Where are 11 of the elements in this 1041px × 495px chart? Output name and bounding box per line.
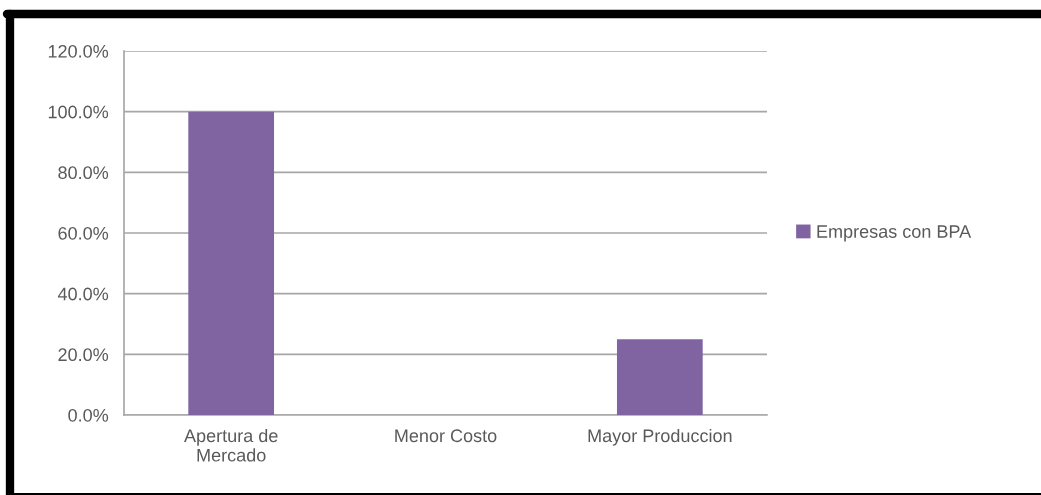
x-tick-label: Apertura de Mercado <box>184 428 278 462</box>
y-tick-label: 40.0% <box>57 287 109 301</box>
y-tick-label: 60.0% <box>58 226 109 240</box>
y-tick-label: 120.0% <box>48 44 109 58</box>
y-tick-label: 20.0% <box>58 348 109 362</box>
x-tick-label: Mayor Produccion <box>588 428 732 446</box>
y-tick-label: 80.0% <box>58 166 109 180</box>
y-tick-label: 0.0% <box>68 408 109 422</box>
legend-label: Empresas con BPA <box>817 225 972 242</box>
x-tick-label: Menor Costo <box>395 429 497 443</box>
y-tick-label: 100.0% <box>48 105 109 119</box>
